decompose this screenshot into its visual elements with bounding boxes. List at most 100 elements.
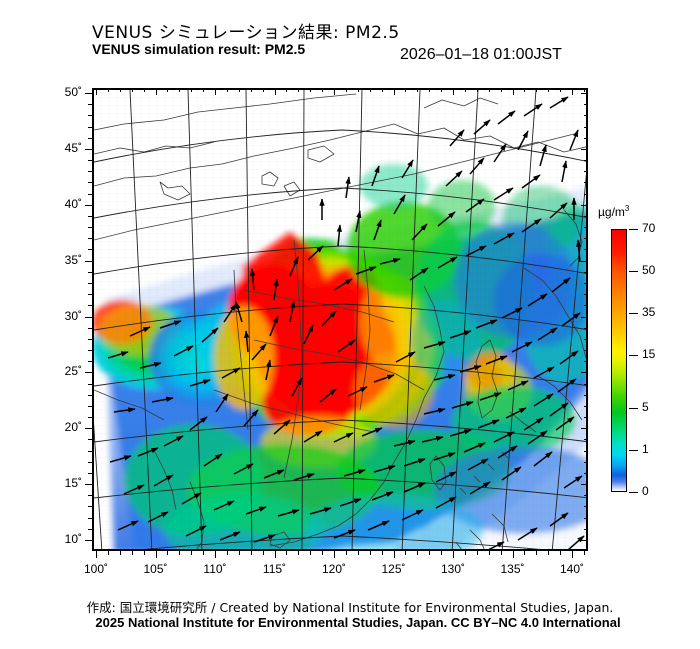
x-axis-minor-tick	[226, 551, 228, 555]
top-axis-tick	[131, 88, 133, 92]
x-axis-minor-tick	[369, 551, 371, 555]
x-axis-minor-tick	[488, 551, 490, 555]
top-axis-tick	[524, 88, 526, 92]
colorbar-tick-mark	[629, 408, 638, 409]
colorbar-unit-label: µg/m3	[598, 204, 629, 219]
y-axis-tick-label: 40˚	[64, 196, 82, 211]
colorbar-tick-label: 70	[642, 221, 656, 235]
x-axis-minor-tick	[262, 551, 264, 555]
top-axis-tick	[215, 88, 216, 95]
top-axis-tick	[381, 88, 383, 92]
top-axis-tick	[429, 88, 431, 92]
map-plot-area[interactable]	[92, 88, 588, 551]
right-axis-tick	[584, 394, 588, 396]
right-axis-tick	[581, 428, 588, 430]
colorbar-tick-label: 50	[642, 263, 656, 277]
right-axis-tick	[584, 215, 588, 217]
top-axis-tick	[334, 88, 335, 95]
top-axis-tick	[417, 88, 419, 92]
right-axis-tick	[581, 204, 588, 206]
x-axis-minor-tick	[322, 551, 324, 555]
y-axis-minor-tick	[88, 182, 92, 184]
x-axis-major-tick	[334, 551, 335, 558]
top-axis-tick	[393, 88, 395, 95]
right-axis-tick	[584, 160, 588, 162]
top-axis-tick	[286, 88, 288, 92]
y-axis-tick-label: 25˚	[64, 364, 82, 379]
colorbar-tick-mark	[629, 313, 638, 314]
y-axis-minor-tick	[88, 238, 92, 240]
top-axis-tick	[262, 88, 264, 92]
x-axis-minor-tick	[250, 551, 252, 555]
right-axis-tick	[584, 115, 588, 117]
right-axis-tick	[584, 182, 588, 184]
graticule-layer	[94, 90, 586, 549]
y-axis-tick-label: 20˚	[64, 420, 82, 435]
y-axis-major-tick	[85, 372, 92, 374]
x-axis-minor-tick	[345, 551, 347, 555]
right-axis-tick	[584, 171, 588, 173]
right-axis-tick	[584, 305, 588, 307]
y-axis-minor-tick	[88, 271, 92, 273]
y-axis-tick-label: 50˚	[64, 85, 82, 99]
x-axis-minor-tick	[203, 551, 205, 555]
top-axis-tick	[274, 88, 276, 95]
right-axis-tick	[581, 148, 588, 150]
colorbar-unit-text: µg/m	[598, 205, 625, 219]
right-axis-tick	[581, 484, 588, 486]
top-axis-tick	[298, 88, 300, 92]
colorbar-tick-mark	[629, 355, 638, 356]
right-axis-tick	[584, 271, 588, 273]
top-axis-tick	[96, 88, 97, 95]
top-axis-tick	[155, 88, 157, 95]
colorbar-tick-label: 0	[642, 484, 649, 498]
y-axis-minor-tick	[88, 361, 92, 363]
y-axis-minor-tick	[88, 338, 92, 340]
x-axis-minor-tick	[524, 551, 526, 555]
y-axis-minor-tick	[88, 417, 92, 419]
x-axis-minor-tick	[476, 551, 478, 555]
footer-license: 2025 National Institute for Environmenta…	[0, 615, 700, 630]
top-axis-tick	[322, 88, 324, 92]
top-axis-tick	[143, 88, 145, 92]
top-axis-tick	[453, 88, 454, 95]
y-axis-major-tick	[85, 316, 92, 318]
footer-credit: 作成: 国立環境研究所 / Created by National Instit…	[86, 600, 614, 615]
colorbar[interactable]: µg/m3 70 50 35 15 5 1 0	[596, 200, 692, 510]
top-axis-tick	[583, 88, 585, 92]
right-axis-tick	[584, 238, 588, 240]
y-axis-minor-tick	[88, 528, 92, 530]
x-axis-minor-tick	[167, 551, 169, 555]
colorbar-tick-mark	[629, 492, 638, 493]
y-axis-minor-tick	[88, 517, 92, 519]
top-axis-tick	[369, 88, 371, 92]
right-axis-tick	[584, 361, 588, 363]
y-axis-minor-tick	[88, 294, 92, 296]
top-axis-tick	[107, 88, 109, 92]
y-axis-major-tick	[85, 484, 92, 486]
y-axis-minor-tick	[88, 383, 92, 385]
top-axis-tick	[560, 88, 562, 92]
x-axis-minor-tick	[548, 551, 550, 555]
x-axis-minor-tick	[405, 551, 407, 555]
x-axis-tick-label: 130˚	[440, 562, 466, 576]
y-axis-tick-label: 10˚	[64, 532, 82, 546]
right-axis-tick	[584, 338, 588, 340]
right-axis-tick	[584, 126, 588, 128]
y-axis-tick-label: 30˚	[64, 308, 82, 323]
footer-license-text: 2025 National Institute for Environmenta…	[95, 615, 621, 630]
right-axis-tick	[581, 316, 588, 318]
right-axis-tick	[584, 528, 588, 530]
y-axis-minor-tick	[88, 171, 92, 173]
x-axis-minor-tick	[238, 551, 240, 555]
page-title-english: VENUS simulation result: PM2.5	[92, 41, 306, 57]
y-axis-minor-tick	[88, 193, 92, 195]
top-axis-tick	[226, 88, 228, 92]
x-axis-minor-tick	[310, 551, 312, 555]
top-axis-tick	[250, 88, 252, 92]
pixel-grain-overlay	[94, 90, 586, 549]
right-axis-tick	[581, 260, 588, 262]
y-axis-minor-tick	[88, 439, 92, 441]
y-axis-minor-tick	[88, 115, 92, 117]
x-axis-tick-label: 110˚	[203, 562, 227, 576]
